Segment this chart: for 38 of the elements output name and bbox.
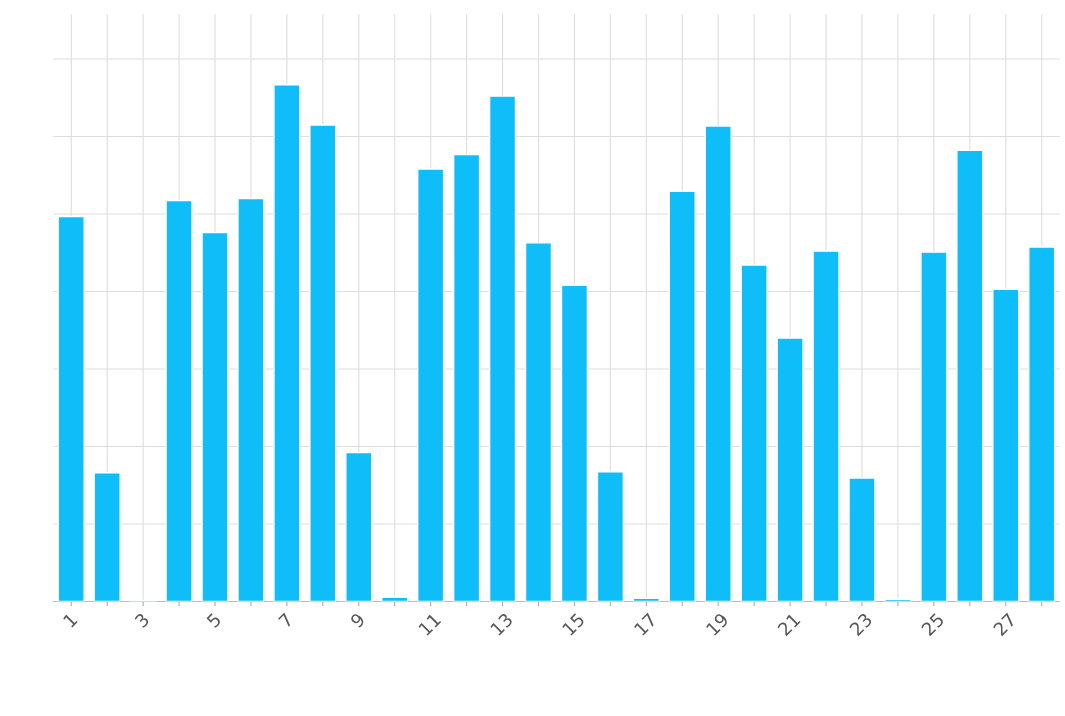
x-tick-label: 25 — [920, 612, 945, 637]
x-tick-label: 11 — [418, 612, 442, 636]
x-tick-label: 3 — [134, 612, 150, 629]
x-tick-label: 23 — [848, 612, 873, 637]
bar — [57, 215, 85, 602]
bar — [1028, 246, 1056, 602]
bar — [812, 250, 840, 602]
bar — [165, 199, 193, 602]
bar — [956, 149, 984, 602]
x-tick-label: 7 — [278, 612, 294, 628]
bar — [273, 84, 301, 602]
x-tick-label: 17 — [633, 612, 657, 636]
x-tick-label: 9 — [349, 612, 366, 629]
x-tick-label: 19 — [705, 612, 730, 636]
bar — [524, 242, 553, 602]
bar — [704, 125, 732, 602]
x-tick-label: 21 — [776, 612, 801, 637]
bar — [992, 288, 1020, 602]
bar — [201, 231, 229, 602]
bar — [560, 284, 589, 602]
bar — [237, 197, 265, 602]
bar — [848, 477, 876, 602]
bar — [776, 337, 804, 602]
x-tick-label: 15 — [561, 612, 586, 636]
bar — [309, 124, 337, 602]
x-tick-label: 5 — [206, 612, 222, 629]
bar — [452, 153, 481, 602]
bar — [920, 251, 948, 602]
x-tick-label: 1 — [62, 612, 78, 628]
bar — [488, 95, 517, 602]
bar — [740, 264, 768, 602]
bar — [345, 451, 373, 602]
bar — [93, 472, 121, 602]
bar — [417, 168, 445, 602]
x-tick-label: 27 — [992, 612, 1017, 637]
x-tick-label: 13 — [489, 612, 514, 636]
bar — [596, 471, 625, 602]
bar — [668, 190, 696, 602]
